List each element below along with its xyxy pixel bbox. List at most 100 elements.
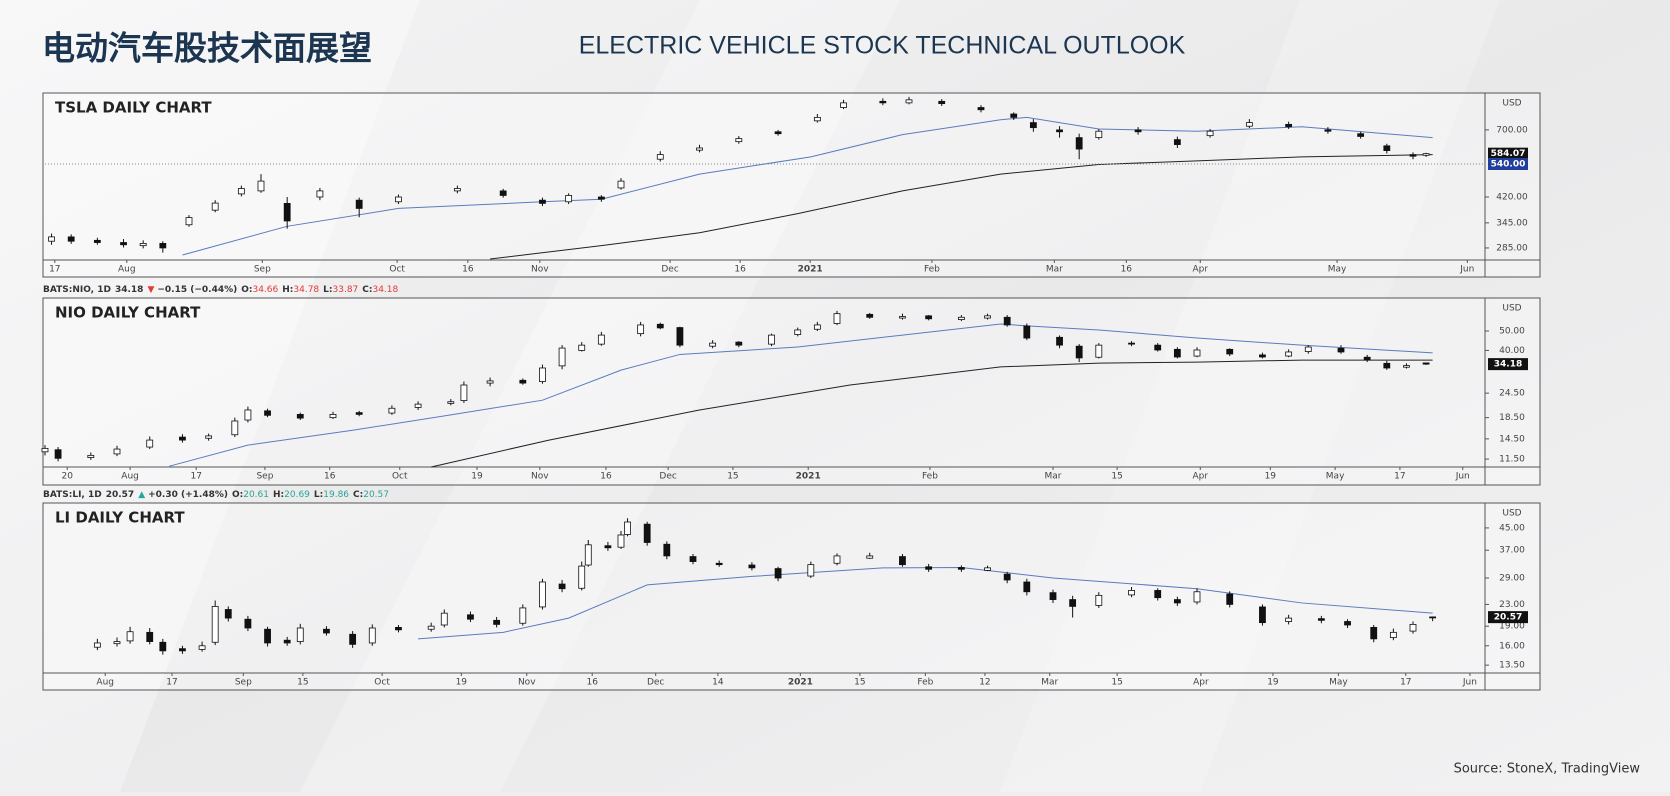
candle-body [1056,129,1063,133]
x-tick-label: Feb [922,472,938,482]
candle-body [257,180,265,192]
candle-body [93,642,101,648]
x-tick-label: Jun [1462,678,1477,688]
candle-body [977,107,985,111]
ohlc-value: 19.86 [323,490,349,500]
candle-body [54,449,62,459]
candle-body [1056,336,1063,346]
candle-body [617,534,625,548]
x-tick-label: 17 [166,678,177,688]
candle-body [244,618,252,629]
price-tag-label: 584.07 [1491,149,1526,159]
x-tick-label: Sep [235,678,252,688]
x-tick-label: Feb [924,265,940,275]
y-tick-label: 14.50 [1499,434,1525,444]
light-streak [0,0,420,792]
x-tick-label: Jun [1459,265,1474,275]
candle-body [231,420,239,436]
candle-body [349,633,357,645]
chart-title: NIO DAILY CHART [55,304,201,322]
x-tick-label: Aug [96,678,114,688]
candle-body [355,199,363,209]
candle-body [1023,325,1031,339]
candle-body [159,641,167,652]
x-tick-label: Nov [531,472,549,482]
x-tick-label: Mar [1041,678,1058,688]
candle-body [899,556,906,566]
moving-average [431,359,1433,468]
moving-average [169,323,1433,467]
x-tick-label: 12 [979,678,990,688]
candle-body [840,102,847,108]
candle-body [237,188,245,195]
candle-body [925,566,933,570]
candle-body [748,564,756,569]
candle-body [866,313,874,318]
x-tick-label: Dec [647,678,664,688]
x-tick-label: Dec [659,472,676,482]
candle-body [146,439,154,448]
candle-body [355,412,363,415]
ohlc-value: 34.18 [372,285,398,295]
candle-body [1429,616,1437,619]
currency: USD [1502,99,1521,109]
candle-body [244,409,252,421]
candle-body [1095,344,1103,358]
x-tick-label: Dec [661,265,678,275]
x-tick-label: 2021 [796,472,821,482]
chart-title: LI DAILY CHART [55,509,185,527]
candle-body [264,628,271,644]
candle-body [453,188,461,192]
candle-body [709,342,717,347]
candle-body [578,344,586,351]
candle-body [1003,316,1011,326]
last-price: 34.18 [115,285,143,295]
candle-body [768,334,775,345]
candle-body [185,217,193,226]
candle-body [774,131,782,135]
candle-body [519,379,527,384]
candle-body [957,567,965,570]
y-tick-label: 285.00 [1496,243,1528,253]
ohlc-key: O: [232,490,243,500]
x-tick-label: Aug [121,472,139,482]
candle-body [1422,153,1430,156]
x-tick-label: 19 [456,678,468,688]
x-tick-label: Oct [392,472,408,482]
candle-body [1193,349,1201,357]
y-tick-label: 24.50 [1499,389,1525,399]
x-tick-label: Nov [518,678,536,688]
y-tick-label: 11.50 [1499,455,1525,465]
ohlc-value: 20.69 [284,490,310,500]
x-tick-label: 16 [324,472,336,482]
candle-body [1226,348,1234,355]
candle-body [486,380,494,384]
x-tick-label: 19 [1267,678,1279,688]
last-price: 20.57 [106,490,134,500]
candle-body [460,384,468,401]
candle-body [67,236,75,242]
candle-body [735,138,743,143]
candle-body [1003,573,1011,581]
candle-body [539,581,546,608]
candle-body [126,631,134,642]
candle-body [1010,113,1018,118]
candle-body [1285,123,1293,128]
candle-body [1134,129,1142,133]
candle-body [938,100,946,105]
y-tick-label: 13.50 [1499,661,1525,671]
candle-body [578,565,586,589]
candle-body [1173,599,1181,604]
candle-body [565,195,573,203]
ohlc-value: 33.87 [333,285,359,295]
candle-body [957,316,965,320]
x-tick-label: 17 [190,472,201,482]
candle-body [1154,590,1162,599]
candle-body [1173,139,1181,145]
moving-average [490,154,1433,260]
x-tick-label: Apr [1193,678,1209,688]
candle-body [925,315,933,320]
x-tick-label: 16 [462,265,474,275]
candle-body [316,190,324,198]
ohlc-key: L: [314,490,323,500]
